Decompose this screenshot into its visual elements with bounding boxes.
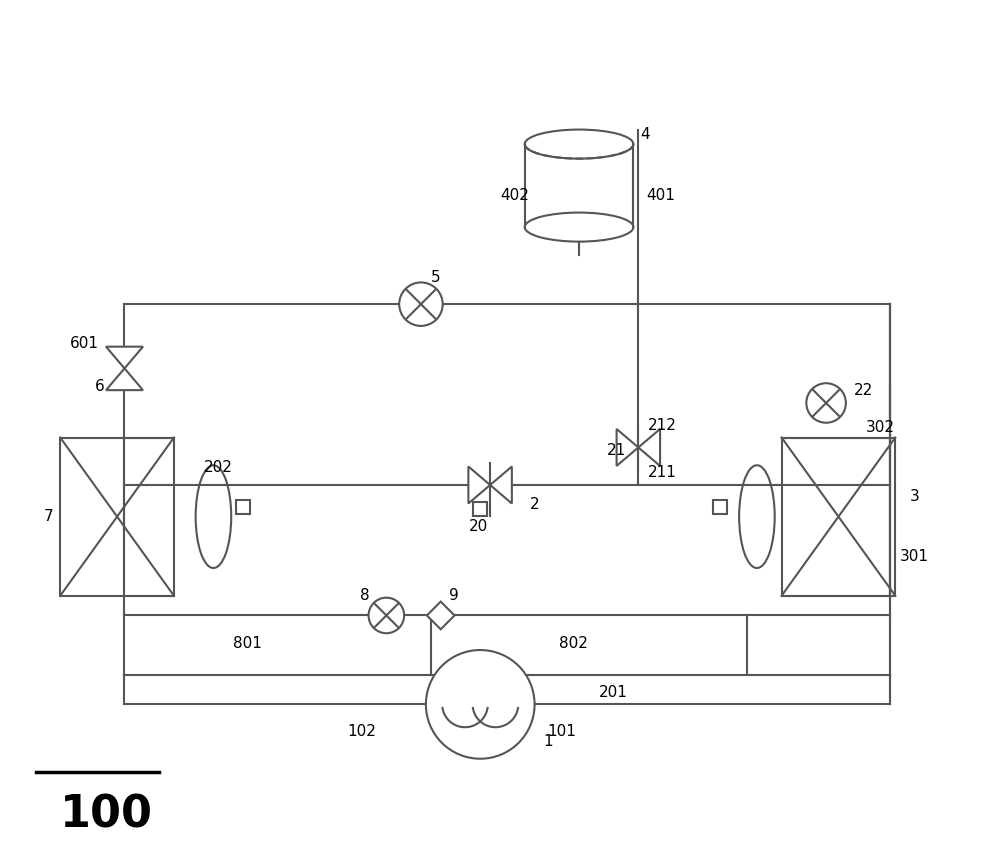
Polygon shape (106, 368, 143, 390)
Bar (782, 438, 895, 596)
Bar (60, 438, 174, 596)
Text: 802: 802 (559, 636, 588, 650)
Text: 4: 4 (640, 127, 650, 142)
Text: 1: 1 (543, 734, 553, 750)
Circle shape (399, 282, 443, 326)
Polygon shape (617, 429, 638, 466)
Text: 212: 212 (648, 418, 677, 434)
Text: 8: 8 (360, 588, 369, 604)
Text: 7: 7 (43, 509, 53, 524)
Text: 100: 100 (60, 793, 153, 836)
Text: 211: 211 (648, 465, 677, 479)
Text: 201: 201 (599, 685, 628, 700)
Text: 3: 3 (910, 490, 920, 504)
Polygon shape (468, 467, 490, 503)
Text: 21: 21 (607, 443, 626, 458)
Text: 5: 5 (431, 270, 440, 285)
Text: 801: 801 (233, 636, 262, 650)
Circle shape (806, 383, 846, 422)
Bar (473, 502, 487, 516)
Bar (713, 500, 727, 513)
Text: 22: 22 (854, 382, 873, 398)
Polygon shape (638, 429, 660, 466)
Polygon shape (427, 602, 455, 629)
Text: 301: 301 (900, 548, 929, 564)
Text: 20: 20 (468, 519, 488, 534)
Text: 601: 601 (70, 337, 99, 351)
Text: 9: 9 (449, 588, 458, 604)
Text: 101: 101 (547, 723, 576, 739)
Text: 302: 302 (866, 420, 895, 435)
Text: 2: 2 (530, 497, 539, 513)
Circle shape (369, 598, 404, 633)
Text: 202: 202 (204, 460, 232, 474)
Text: 402: 402 (500, 188, 529, 203)
Text: 102: 102 (347, 723, 376, 739)
Text: 401: 401 (646, 188, 675, 203)
Bar (236, 500, 250, 513)
Text: 6: 6 (95, 379, 105, 394)
Circle shape (426, 650, 535, 759)
Polygon shape (490, 467, 512, 503)
Polygon shape (106, 347, 143, 368)
